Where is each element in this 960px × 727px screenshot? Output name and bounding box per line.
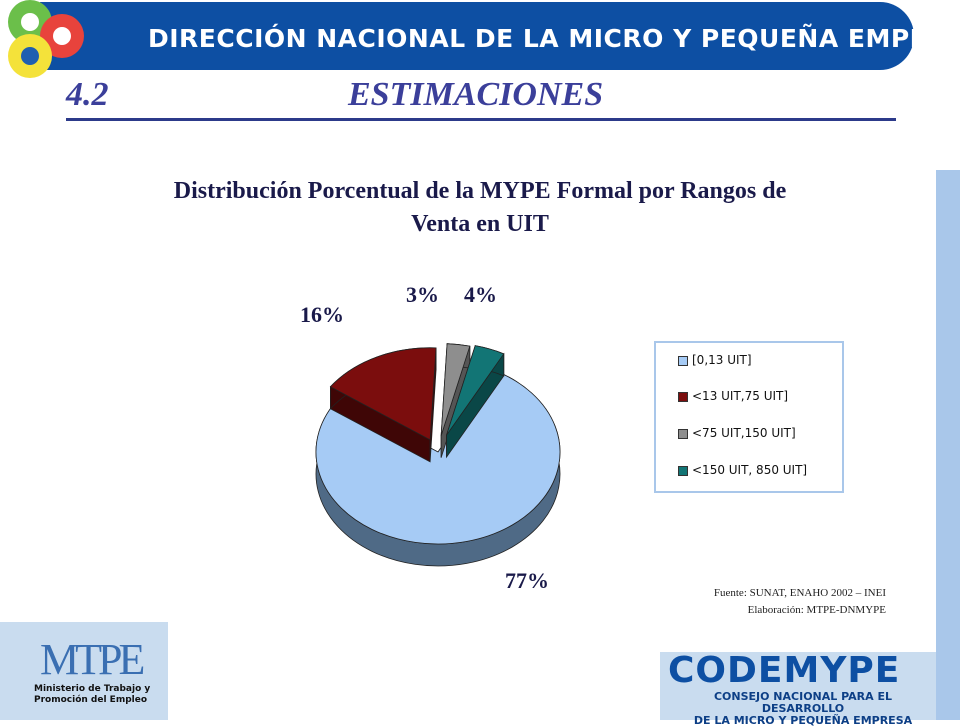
mtpe-logo: MTPE [40,635,145,684]
codemype-logo-panel [660,652,936,720]
header-banner: DIRECCIÓN NACIONAL DE LA MICRO Y PEQUEÑA… [40,2,960,70]
mtpe-caption-line1: Ministerio de Trabajo y [34,684,151,694]
legend-swatch [678,465,688,476]
chart-title-line2: Venta en UIT [411,211,549,237]
pie-slice-top [315,370,561,545]
side-accent-bar [936,170,960,720]
legend-item: <13 UIT,75 UIT] [678,389,788,403]
banner-title: DIRECCIÓN NACIONAL DE LA MICRO Y PEQUEÑA… [148,24,960,53]
slice-label-4: 4% [464,282,497,307]
chart-title-line1: Distribución Porcentual de la MYPE Forma… [173,178,787,204]
legend-item: <75 UIT,150 UIT] [678,426,796,440]
mtpe-logo-panel [0,622,168,720]
mtpe-caption-line2: Promoción del Empleo [34,695,148,705]
elaboration-line: Elaboración: MTPE-DNMYPE [747,604,886,616]
rings-logo-icon [8,0,84,78]
chart-legend: [0,13 UIT] <13 UIT,75 UIT] <75 UIT,150 U… [654,341,844,493]
legend-label: <13 UIT,75 UIT] [692,389,789,403]
slice-label-16: 16% [300,302,344,327]
legend-item: [0,13 UIT] [678,353,752,367]
pie-slice-top [329,347,437,441]
legend-label: <150 UIT, 850 UIT] [692,463,808,477]
chart-title: Distribución Porcentual de la MYPE Forma… [90,175,870,241]
codemype-subtitle: CONSEJO NACIONAL PARA EL DESARROLLO DE L… [672,691,934,727]
slice-label-77: 77% [505,568,549,593]
legend-label: <75 UIT,150 UIT] [692,426,796,440]
title-divider [66,118,896,121]
legend-swatch [678,355,688,366]
pie-slice-top [446,345,505,436]
codemype-logo: CODEMYPE [668,650,901,691]
codemype-sub-line2: DE LA MICRO Y PEQUEÑA EMPRESA [693,714,913,727]
legend-swatch [678,391,688,402]
chart-source: Fuente: SUNAT, ENAHO 2002 – INEI Elabora… [714,585,886,619]
pie-slice-1 [329,347,437,463]
source-line: Fuente: SUNAT, ENAHO 2002 – INEI [713,587,886,599]
legend-item: <150 UIT, 850 UIT] [678,463,807,477]
section-number: 4.2 [66,76,109,113]
slice-label-3: 3% [406,282,439,307]
section-title: ESTIMACIONES [348,76,604,113]
pie-slice-3 [446,345,505,459]
legend-label: [0,13 UIT] [692,353,752,367]
legend-swatch [678,428,688,439]
mtpe-caption: Ministerio de Trabajo y Promoción del Em… [34,684,150,706]
codemype-sub-line1: CONSEJO NACIONAL PARA EL DESARROLLO [713,690,893,715]
pie-slice-top [440,343,471,436]
